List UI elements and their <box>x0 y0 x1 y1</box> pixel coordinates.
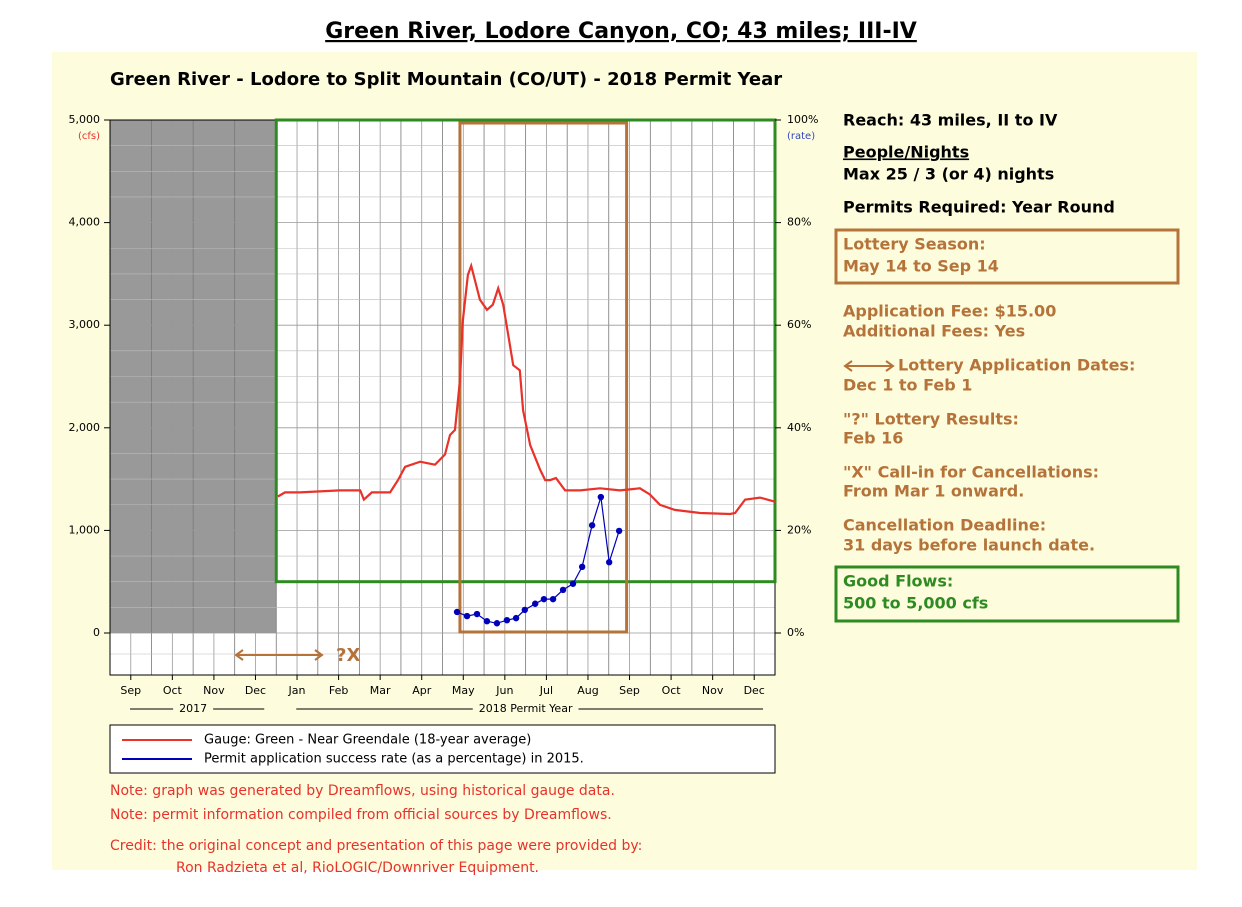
series-point <box>453 608 461 616</box>
chart-title: Green River - Lodore to Split Mountain (… <box>110 69 782 90</box>
y2-tick-label: 0% <box>787 626 804 639</box>
x-tick-label: Dec <box>245 684 266 697</box>
x-group-label: 2017 <box>179 702 207 715</box>
y-tick-label: 0 <box>93 626 100 639</box>
x-tick-label: May <box>452 684 475 697</box>
arrow-icon <box>843 360 895 372</box>
y-unit: (cfs) <box>78 131 100 142</box>
y2-tick-label: 100% <box>787 113 818 126</box>
x-tick-label: Sep <box>619 684 640 697</box>
side-text: "X" Call-in for Cancellations: <box>843 463 1099 482</box>
x-tick-label: Jan <box>288 684 306 697</box>
legend-label: Gauge: Green - Near Greendale (18-year a… <box>204 733 531 748</box>
x-tick-label: Jun <box>495 684 513 697</box>
side-text: Cancellation Deadline: <box>843 516 1046 535</box>
y-tick-label: 5,000 <box>69 113 101 126</box>
good-flows-band <box>274 118 777 584</box>
side-text: May 14 to Sep 14 <box>843 257 999 276</box>
side-text: Lottery Season: <box>843 235 986 254</box>
y2-tick-label: 60% <box>787 318 811 331</box>
side-text: "?" Lottery Results: <box>843 410 1019 429</box>
plot: 0 1,000 2,000 3,000 4,000 5,000 (cfs) 0% 20% 40% 6… <box>69 113 819 715</box>
note: Note: permit information compiled from o… <box>110 807 612 823</box>
x-group-label: 2018 Permit Year <box>479 702 573 715</box>
annotation-arrow <box>234 649 324 661</box>
side-text: From Mar 1 onward. <box>843 482 1024 501</box>
series-point <box>463 612 471 620</box>
series-point <box>597 493 605 501</box>
side-text: 500 to 5,000 cfs <box>843 594 988 613</box>
arrow-head <box>234 649 244 661</box>
series-point <box>540 595 548 603</box>
x-tick-label: Mar <box>370 684 391 697</box>
x-tick-label: Feb <box>329 684 348 697</box>
series-point <box>483 618 491 625</box>
lottery-box <box>834 228 1180 285</box>
series-point <box>559 586 567 594</box>
note: Note: graph was generated by Dreamflows,… <box>110 783 615 799</box>
y-tick-label: 1,000 <box>69 523 101 536</box>
y-tick-label: 3,000 <box>69 318 101 331</box>
y-tick-label: 2,000 <box>69 421 101 434</box>
series-point <box>605 559 613 566</box>
y2-unit: (rate) <box>787 131 815 142</box>
series-point <box>531 600 539 607</box>
side-text: Application Fee: $15.00 <box>843 302 1056 321</box>
series-point <box>521 606 528 614</box>
x-tick-label: Nov <box>203 684 225 697</box>
legend-label: Permit application success rate (as a pe… <box>204 752 584 767</box>
series-point <box>473 610 481 618</box>
series-point <box>615 527 623 535</box>
annotation: ?X <box>336 645 360 666</box>
series-point <box>512 614 520 622</box>
side-text: 31 days before launch date. <box>843 536 1095 555</box>
side-text: Lottery Application Dates: <box>898 356 1135 375</box>
legend: Gauge: Green - Near Greendale (18-year a… <box>109 724 776 774</box>
series-point <box>503 616 511 624</box>
side-heading: People/Nights <box>843 143 969 162</box>
side-text: Feb 16 <box>843 429 903 448</box>
credit: Ron Radzieta et al, RioLOGIC/Downriver E… <box>176 860 539 876</box>
x-tick-label: Dec <box>744 684 765 697</box>
side-panel: Reach: 43 miles, II to IV People/Nights … <box>834 111 1180 623</box>
series-point <box>578 563 586 571</box>
side-text: Reach: 43 miles, II to IV <box>843 111 1058 130</box>
series-point <box>493 620 501 627</box>
series-point <box>569 580 577 587</box>
arrow-head <box>314 649 324 661</box>
side-text: Permits Required: Year Round <box>843 198 1115 217</box>
side-text: Additional Fees: Yes <box>843 322 1025 341</box>
series-point <box>588 522 596 529</box>
x-tick-label: Sep <box>120 684 141 697</box>
side-text: Dec 1 to Feb 1 <box>843 376 972 395</box>
x-tick-label: Aug <box>577 684 598 697</box>
page-title: Green River, Lodore Canyon, CO; 43 miles… <box>325 19 917 44</box>
y-tick-label: 4,000 <box>69 216 101 229</box>
side-text: Good Flows: <box>843 572 953 591</box>
x-tick-label: Apr <box>412 684 432 697</box>
x-tick-label: Oct <box>163 684 183 697</box>
credit: Credit: the original concept and present… <box>110 838 642 854</box>
good-flows-box <box>834 565 1180 623</box>
x-tick-label: Oct <box>662 684 682 697</box>
series-point <box>549 595 557 603</box>
side-text: Max 25 / 3 (or 4) nights <box>843 165 1054 184</box>
y2-tick-label: 20% <box>787 523 811 536</box>
x-tick-label: Jul <box>539 684 553 697</box>
y2-tick-label: 40% <box>787 421 811 434</box>
legend-box <box>109 724 776 774</box>
y2-tick-label: 80% <box>787 216 811 229</box>
x-tick-label: Nov <box>702 684 724 697</box>
series-line <box>277 261 776 516</box>
